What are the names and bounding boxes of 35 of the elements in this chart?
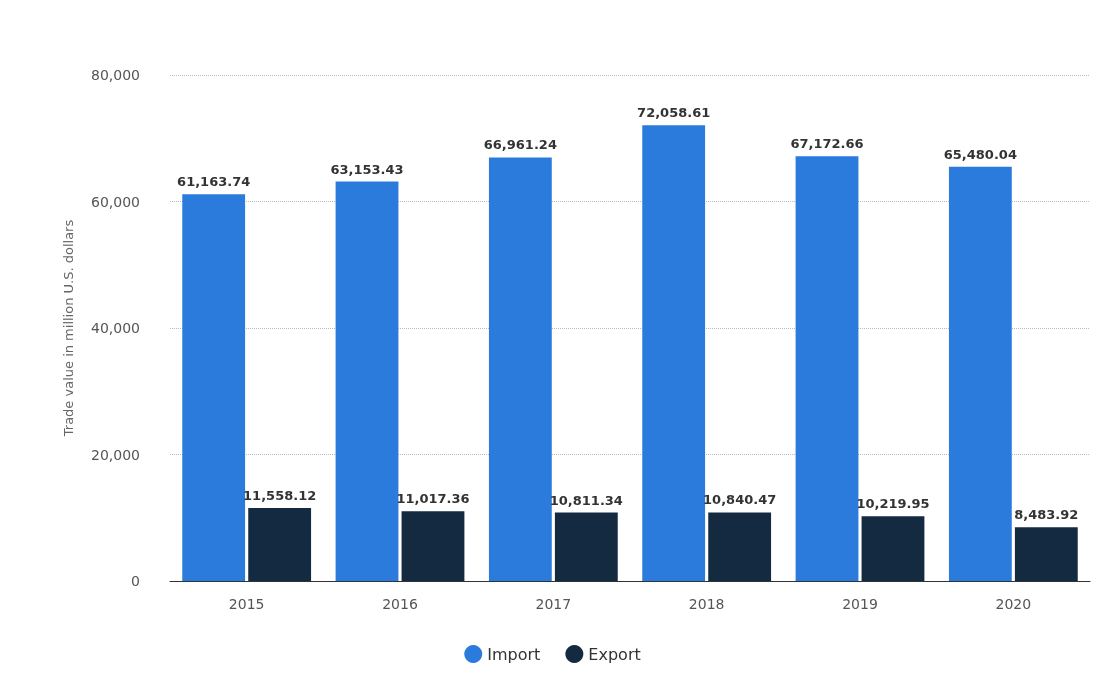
bar (948, 166, 1012, 581)
x-tick-label: 2017 (535, 596, 572, 612)
data-label: 11,017.36 (396, 491, 470, 507)
bar (1014, 527, 1078, 581)
x-tick-label: 2016 (382, 596, 418, 612)
data-label: 67,172.66 (790, 136, 864, 152)
legend-label: Export (588, 644, 641, 664)
bar (795, 156, 859, 581)
x-tick-label: 2018 (688, 596, 725, 612)
data-label: 66,961.24 (483, 137, 557, 153)
data-label: 63,153.43 (330, 161, 404, 177)
bar (248, 507, 312, 581)
bar (554, 512, 618, 581)
bar (335, 181, 399, 581)
data-label: 61,163.74 (177, 174, 251, 190)
data-label: 8,483.92 (1014, 507, 1079, 523)
y-tick-label: 60,000 (91, 193, 140, 210)
y-tick-label: 40,000 (91, 320, 140, 336)
data-label: 72,058.61 (637, 105, 711, 121)
x-tick-label: 2019 (842, 596, 878, 612)
y-axis-title: Trade value in million U.S. dollars (61, 219, 76, 438)
bar (401, 511, 465, 581)
bar (708, 512, 772, 581)
x-tick-label: 2015 (228, 596, 265, 612)
y-tick-label: 20,000 (91, 446, 140, 463)
bar (642, 125, 706, 581)
data-label: 10,219.95 (856, 496, 930, 512)
y-tick-label: 80,000 (91, 67, 140, 83)
bar (488, 157, 552, 581)
y-tick-label: 0 (131, 573, 140, 589)
data-label: 65,480.04 (943, 146, 1017, 162)
bar (182, 194, 246, 581)
bar (861, 516, 925, 581)
x-tick-label: 2020 (995, 596, 1032, 612)
legend-label: Import (487, 644, 541, 664)
